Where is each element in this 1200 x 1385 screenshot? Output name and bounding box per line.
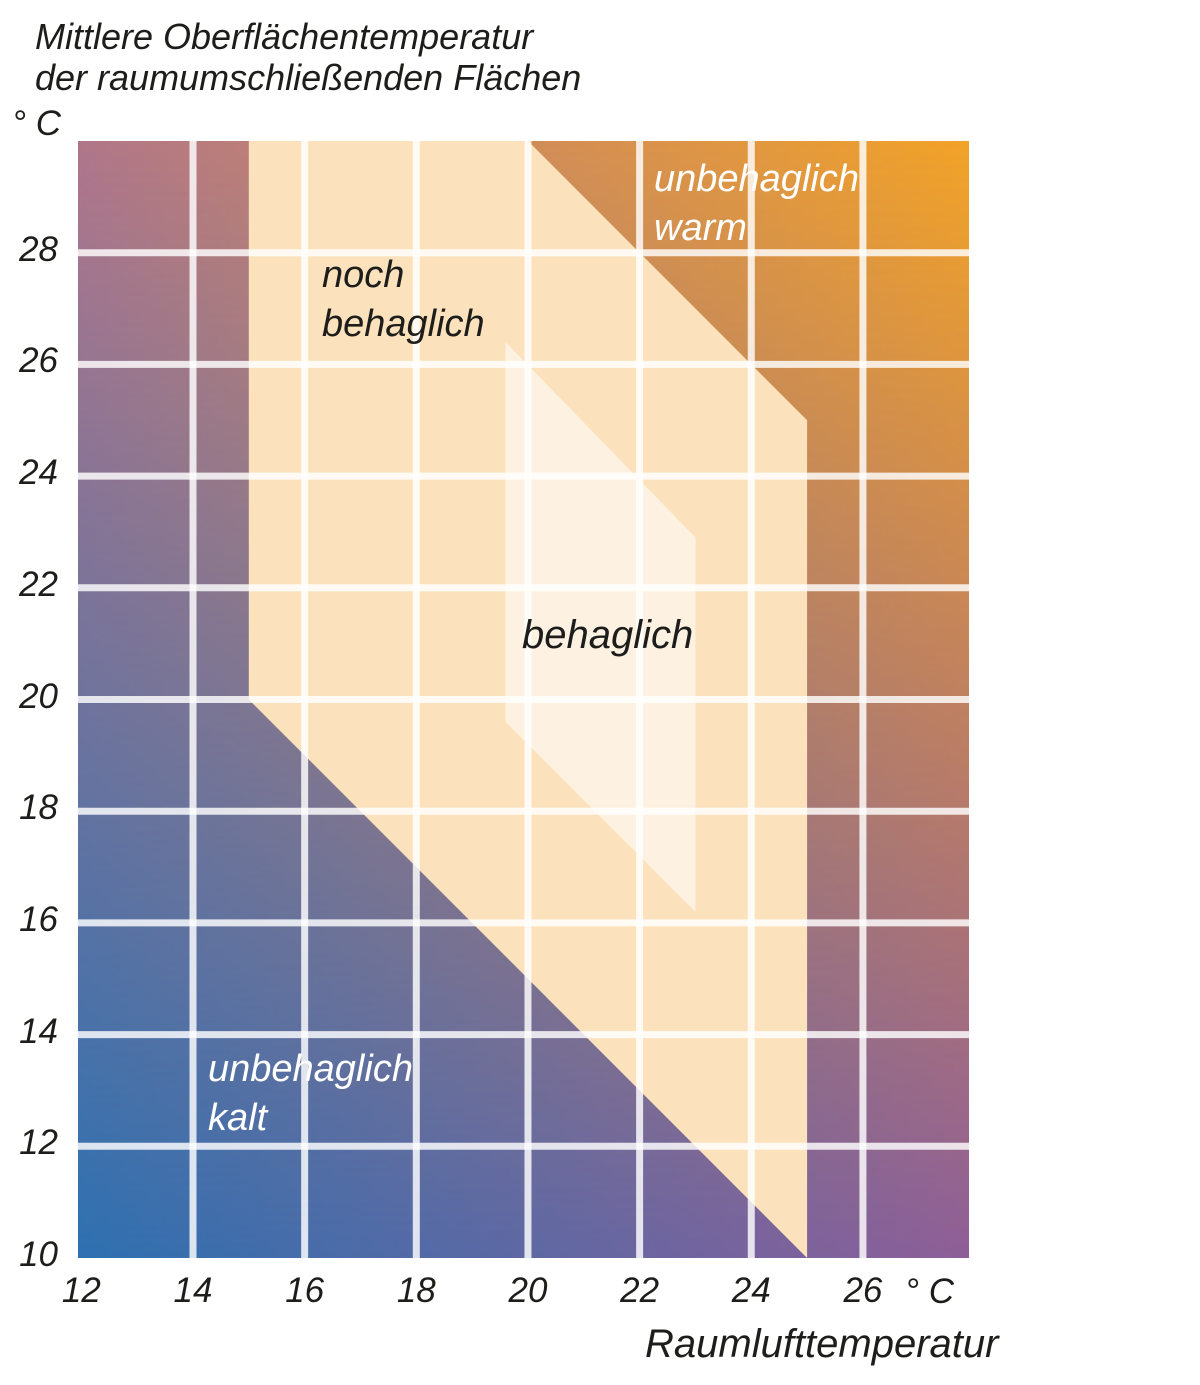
zone-label-warm: unbehaglich warm	[654, 155, 859, 253]
x-tick-24: 24	[731, 1271, 771, 1310]
x-tick-14: 14	[173, 1271, 213, 1310]
zone-label-kalt-line2: kalt	[208, 1097, 268, 1139]
x-tick-16: 16	[285, 1271, 325, 1310]
x-tick-26: 26	[843, 1271, 883, 1310]
zone-label-warm-line2: warm	[654, 207, 747, 249]
y-tick-22: 22	[19, 564, 58, 604]
y-axis-unit: ° C	[12, 104, 61, 143]
y-tick-16: 16	[19, 899, 58, 939]
zone-label-warm-line1: unbehaglich	[654, 158, 859, 200]
y-tick-14: 14	[19, 1011, 58, 1051]
chart-title-line1: Mittlere Oberflächentemperatur	[35, 16, 534, 57]
y-tick-10: 10	[19, 1235, 58, 1274]
zone-polygon-behaglich	[505, 342, 696, 912]
chart-title-line2: der raumumschließenden Flächen	[35, 57, 582, 98]
x-axis-unit: ° C	[905, 1272, 954, 1311]
x-tick-12: 12	[61, 1271, 101, 1310]
x-tick-18: 18	[396, 1271, 436, 1310]
x-tick-22: 22	[620, 1271, 660, 1310]
zone-label-noch-line2: behaglich	[322, 303, 485, 345]
plot-area: unbehaglich warm noch behaglich behaglic…	[78, 141, 969, 1258]
x-tick-20: 20	[508, 1271, 548, 1310]
zone-label-noch: noch behaglich	[322, 251, 485, 349]
x-axis-label: Raumlufttemperatur	[645, 1322, 999, 1366]
chart-title: Mittlere Oberflächentemperatur der raumu…	[35, 16, 581, 98]
zone-label-behaglich: behaglich	[522, 613, 694, 657]
y-tick-18: 18	[19, 788, 58, 828]
y-tick-12: 12	[19, 1123, 58, 1163]
zone-label-noch-line1: noch	[322, 254, 405, 296]
y-tick-28: 28	[19, 229, 58, 269]
y-tick-24: 24	[19, 453, 58, 493]
y-tick-26: 26	[19, 341, 58, 381]
zone-label-kalt: unbehaglich kalt	[208, 1045, 413, 1143]
comfort-zones-svg	[78, 141, 969, 1258]
y-tick-20: 20	[19, 676, 58, 716]
zone-label-kalt-line1: unbehaglich	[208, 1048, 413, 1090]
